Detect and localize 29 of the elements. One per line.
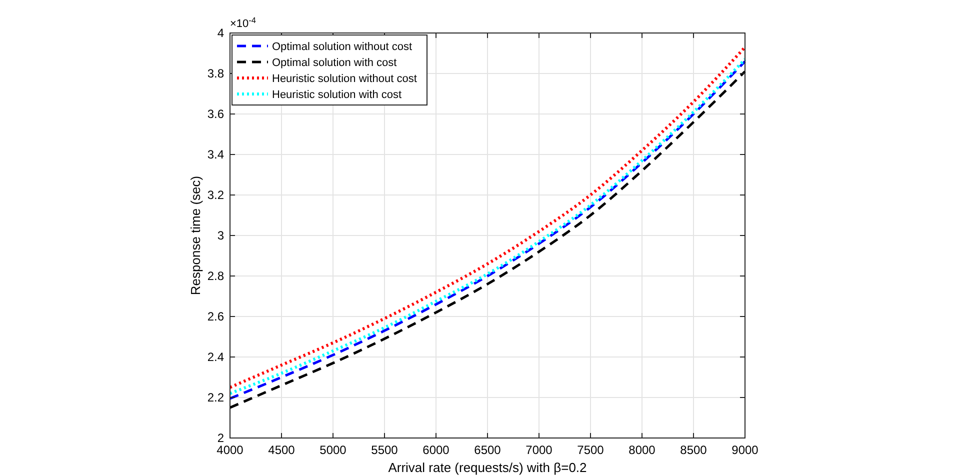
y-tick-label: 3.2 xyxy=(207,188,224,202)
x-axis-title: Arrival rate (requests/s) with β=0.2 xyxy=(388,460,587,475)
y-tick-label: 2 xyxy=(217,431,224,445)
x-tick-label: 4500 xyxy=(268,443,296,457)
x-tick-label: 6500 xyxy=(474,443,502,457)
y-tick-label: 3.6 xyxy=(207,107,224,121)
x-tick-label: 7000 xyxy=(526,443,553,457)
x-tick-label: 7500 xyxy=(577,443,604,457)
y-tick-label: 4 xyxy=(217,26,224,40)
x-tick-label: 5500 xyxy=(371,443,398,457)
y-tick-label: 2.6 xyxy=(207,310,224,324)
x-tick-label: 8000 xyxy=(628,443,656,457)
y-tick-label: 3.8 xyxy=(207,66,224,80)
x-tick-label: 9000 xyxy=(732,443,759,457)
x-tick-label: 6000 xyxy=(422,443,450,457)
y-tick-label: 2.4 xyxy=(207,350,224,364)
x-tick-label: 5000 xyxy=(320,443,347,457)
y-tick-label: 2.2 xyxy=(207,390,224,404)
legend-label: Optimal solution without cost xyxy=(272,41,412,53)
legend-label: Heuristic solution with cost xyxy=(272,89,402,101)
legend-label: Heuristic solution without cost xyxy=(272,73,417,85)
text: ×10$^{-4}$ xyxy=(230,16,256,30)
y-tick-label: 2.8 xyxy=(207,269,224,283)
x-tick-label: 8500 xyxy=(680,443,708,457)
y-axis-title: Response time (sec) xyxy=(188,176,203,296)
y-tick-label: 3.4 xyxy=(207,148,224,162)
x-tick-label: 4000 xyxy=(216,443,244,457)
y-tick-label: 3 xyxy=(217,228,224,242)
legend-label: Optimal solution with cost xyxy=(272,57,397,69)
